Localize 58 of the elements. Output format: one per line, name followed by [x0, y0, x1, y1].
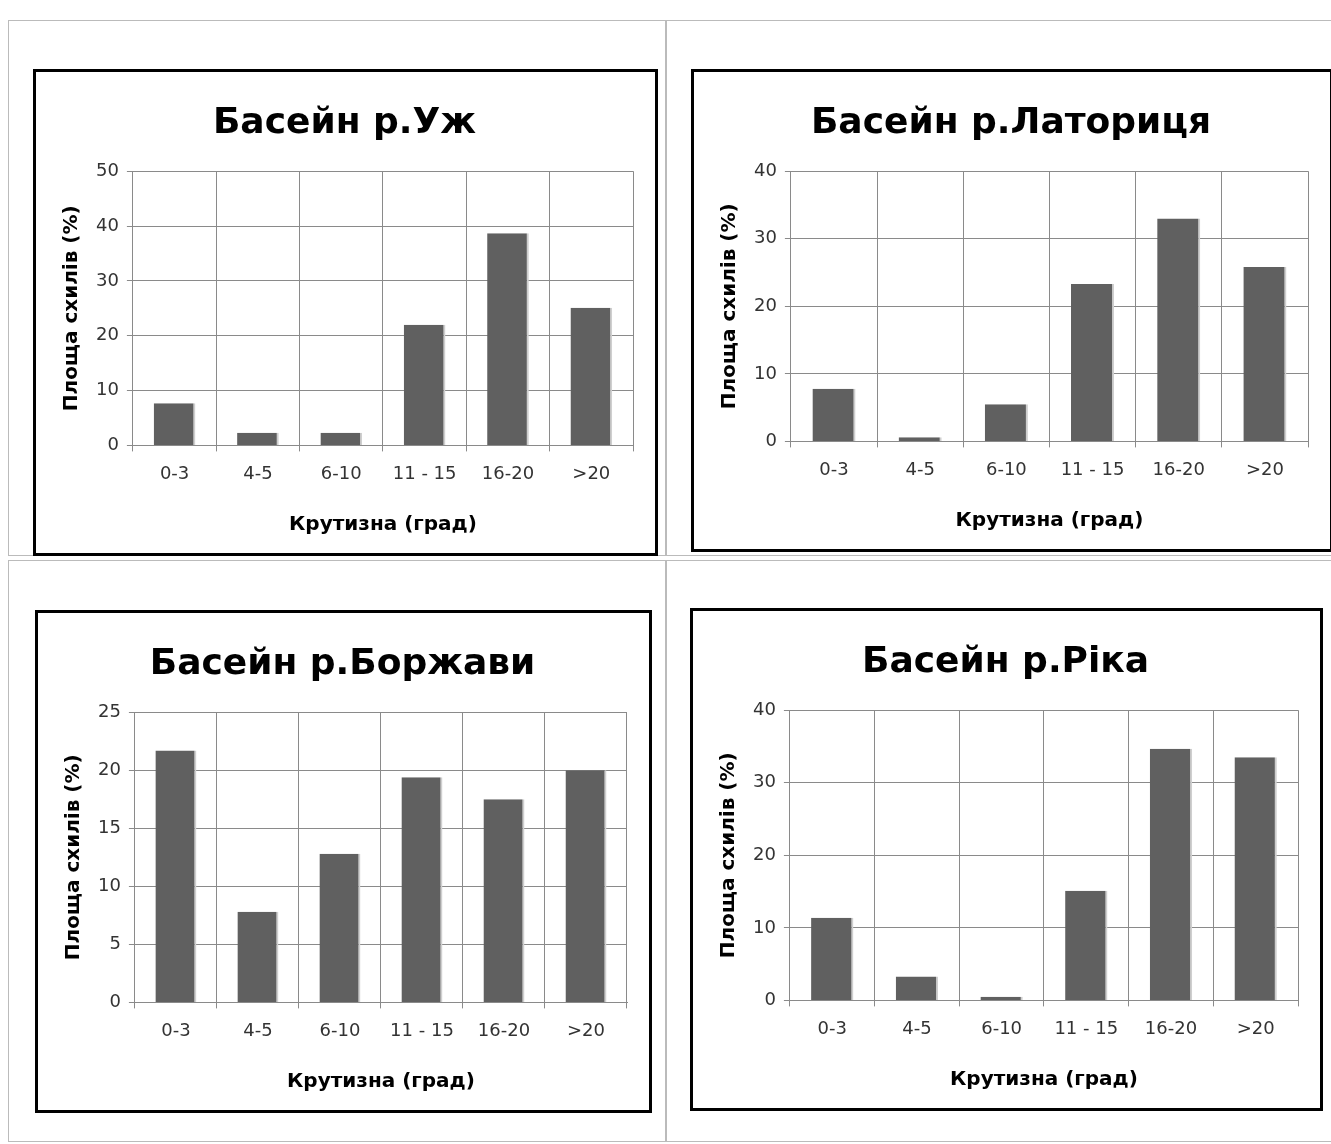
x-tick-label: 6-10 — [319, 1018, 361, 1040]
x-tick-label: 4-5 — [243, 1018, 273, 1040]
y-axis-title: Площа схилів (%) — [715, 752, 740, 959]
x-tick-label: 16-20 — [1152, 457, 1205, 479]
x-tick-label: >20 — [1236, 1016, 1275, 1038]
x-tick-label: 11 - 15 — [1054, 1016, 1119, 1038]
y-tick-label: 40 — [753, 697, 776, 719]
x-tick-label: 11 - 15 — [1060, 457, 1125, 479]
x-axis-title: Крутизна (град) — [287, 1068, 475, 1093]
x-tick-label: 4-5 — [905, 457, 935, 479]
y-tick-label: 10 — [754, 361, 777, 383]
y-tick-label: 10 — [98, 873, 121, 895]
x-tick-label: 11 - 15 — [392, 461, 457, 483]
y-tick-label: 50 — [96, 158, 119, 180]
x-tick-label: >20 — [566, 1018, 605, 1040]
y-tick-label: 25 — [98, 699, 121, 721]
y-tick-label: 15 — [98, 815, 121, 837]
x-axis-title: Крутизна (град) — [950, 1066, 1138, 1091]
chart-title: Басейн р.Уж — [212, 99, 477, 141]
chart-title: Басейн р.Ріка — [861, 638, 1150, 680]
x-tick-label: 0-3 — [159, 461, 190, 483]
x-tick-label: 16-20 — [481, 461, 535, 483]
y-tick-label: 10 — [753, 915, 776, 937]
x-tick-label: 16-20 — [1144, 1016, 1198, 1038]
y-tick-label: 10 — [96, 378, 119, 400]
y-tick-label: 20 — [753, 842, 776, 864]
y-axis-title: Площа схилів (%) — [716, 203, 741, 410]
y-tick-label: 40 — [754, 158, 777, 180]
y-tick-label: 20 — [96, 323, 119, 345]
y-axis-title: Площа схилів (%) — [58, 205, 83, 412]
x-tick-label: 6-10 — [981, 1016, 1023, 1038]
y-tick-label: 0 — [764, 988, 776, 1010]
y-tick-label: 0 — [109, 990, 121, 1012]
x-tick-label: >20 — [1245, 457, 1284, 479]
y-tick-label: 0 — [107, 433, 119, 455]
x-tick-label: 6-10 — [985, 457, 1027, 479]
y-axis-title: Площа схилів (%) — [60, 754, 85, 961]
y-tick-label: 0 — [765, 429, 777, 451]
y-tick-label: 30 — [754, 226, 777, 248]
y-tick-label: 5 — [109, 932, 121, 954]
x-tick-label: 4-5 — [243, 461, 273, 483]
x-tick-label: 4-5 — [902, 1016, 932, 1038]
y-tick-label: 30 — [96, 268, 119, 290]
x-tick-label: 16-20 — [477, 1018, 531, 1040]
x-tick-label: 0-3 — [161, 1018, 191, 1040]
x-tick-label: 6-10 — [320, 461, 362, 483]
chart-title: Басейн р.Боржави — [149, 640, 536, 682]
x-tick-label: 11 - 15 — [390, 1018, 454, 1040]
y-tick-label: 40 — [96, 213, 119, 235]
chart-title: Басейн р.Латориця — [810, 99, 1212, 141]
y-tick-label: 30 — [753, 770, 776, 792]
x-tick-label: 0-3 — [819, 457, 849, 479]
x-axis-title: Крутизна (град) — [955, 507, 1144, 532]
x-axis-title: Крутизна (град) — [289, 511, 477, 536]
x-tick-label: >20 — [572, 461, 611, 483]
y-tick-label: 20 — [754, 293, 777, 315]
y-tick-label: 20 — [98, 757, 121, 779]
x-tick-label: 0-3 — [817, 1016, 847, 1038]
